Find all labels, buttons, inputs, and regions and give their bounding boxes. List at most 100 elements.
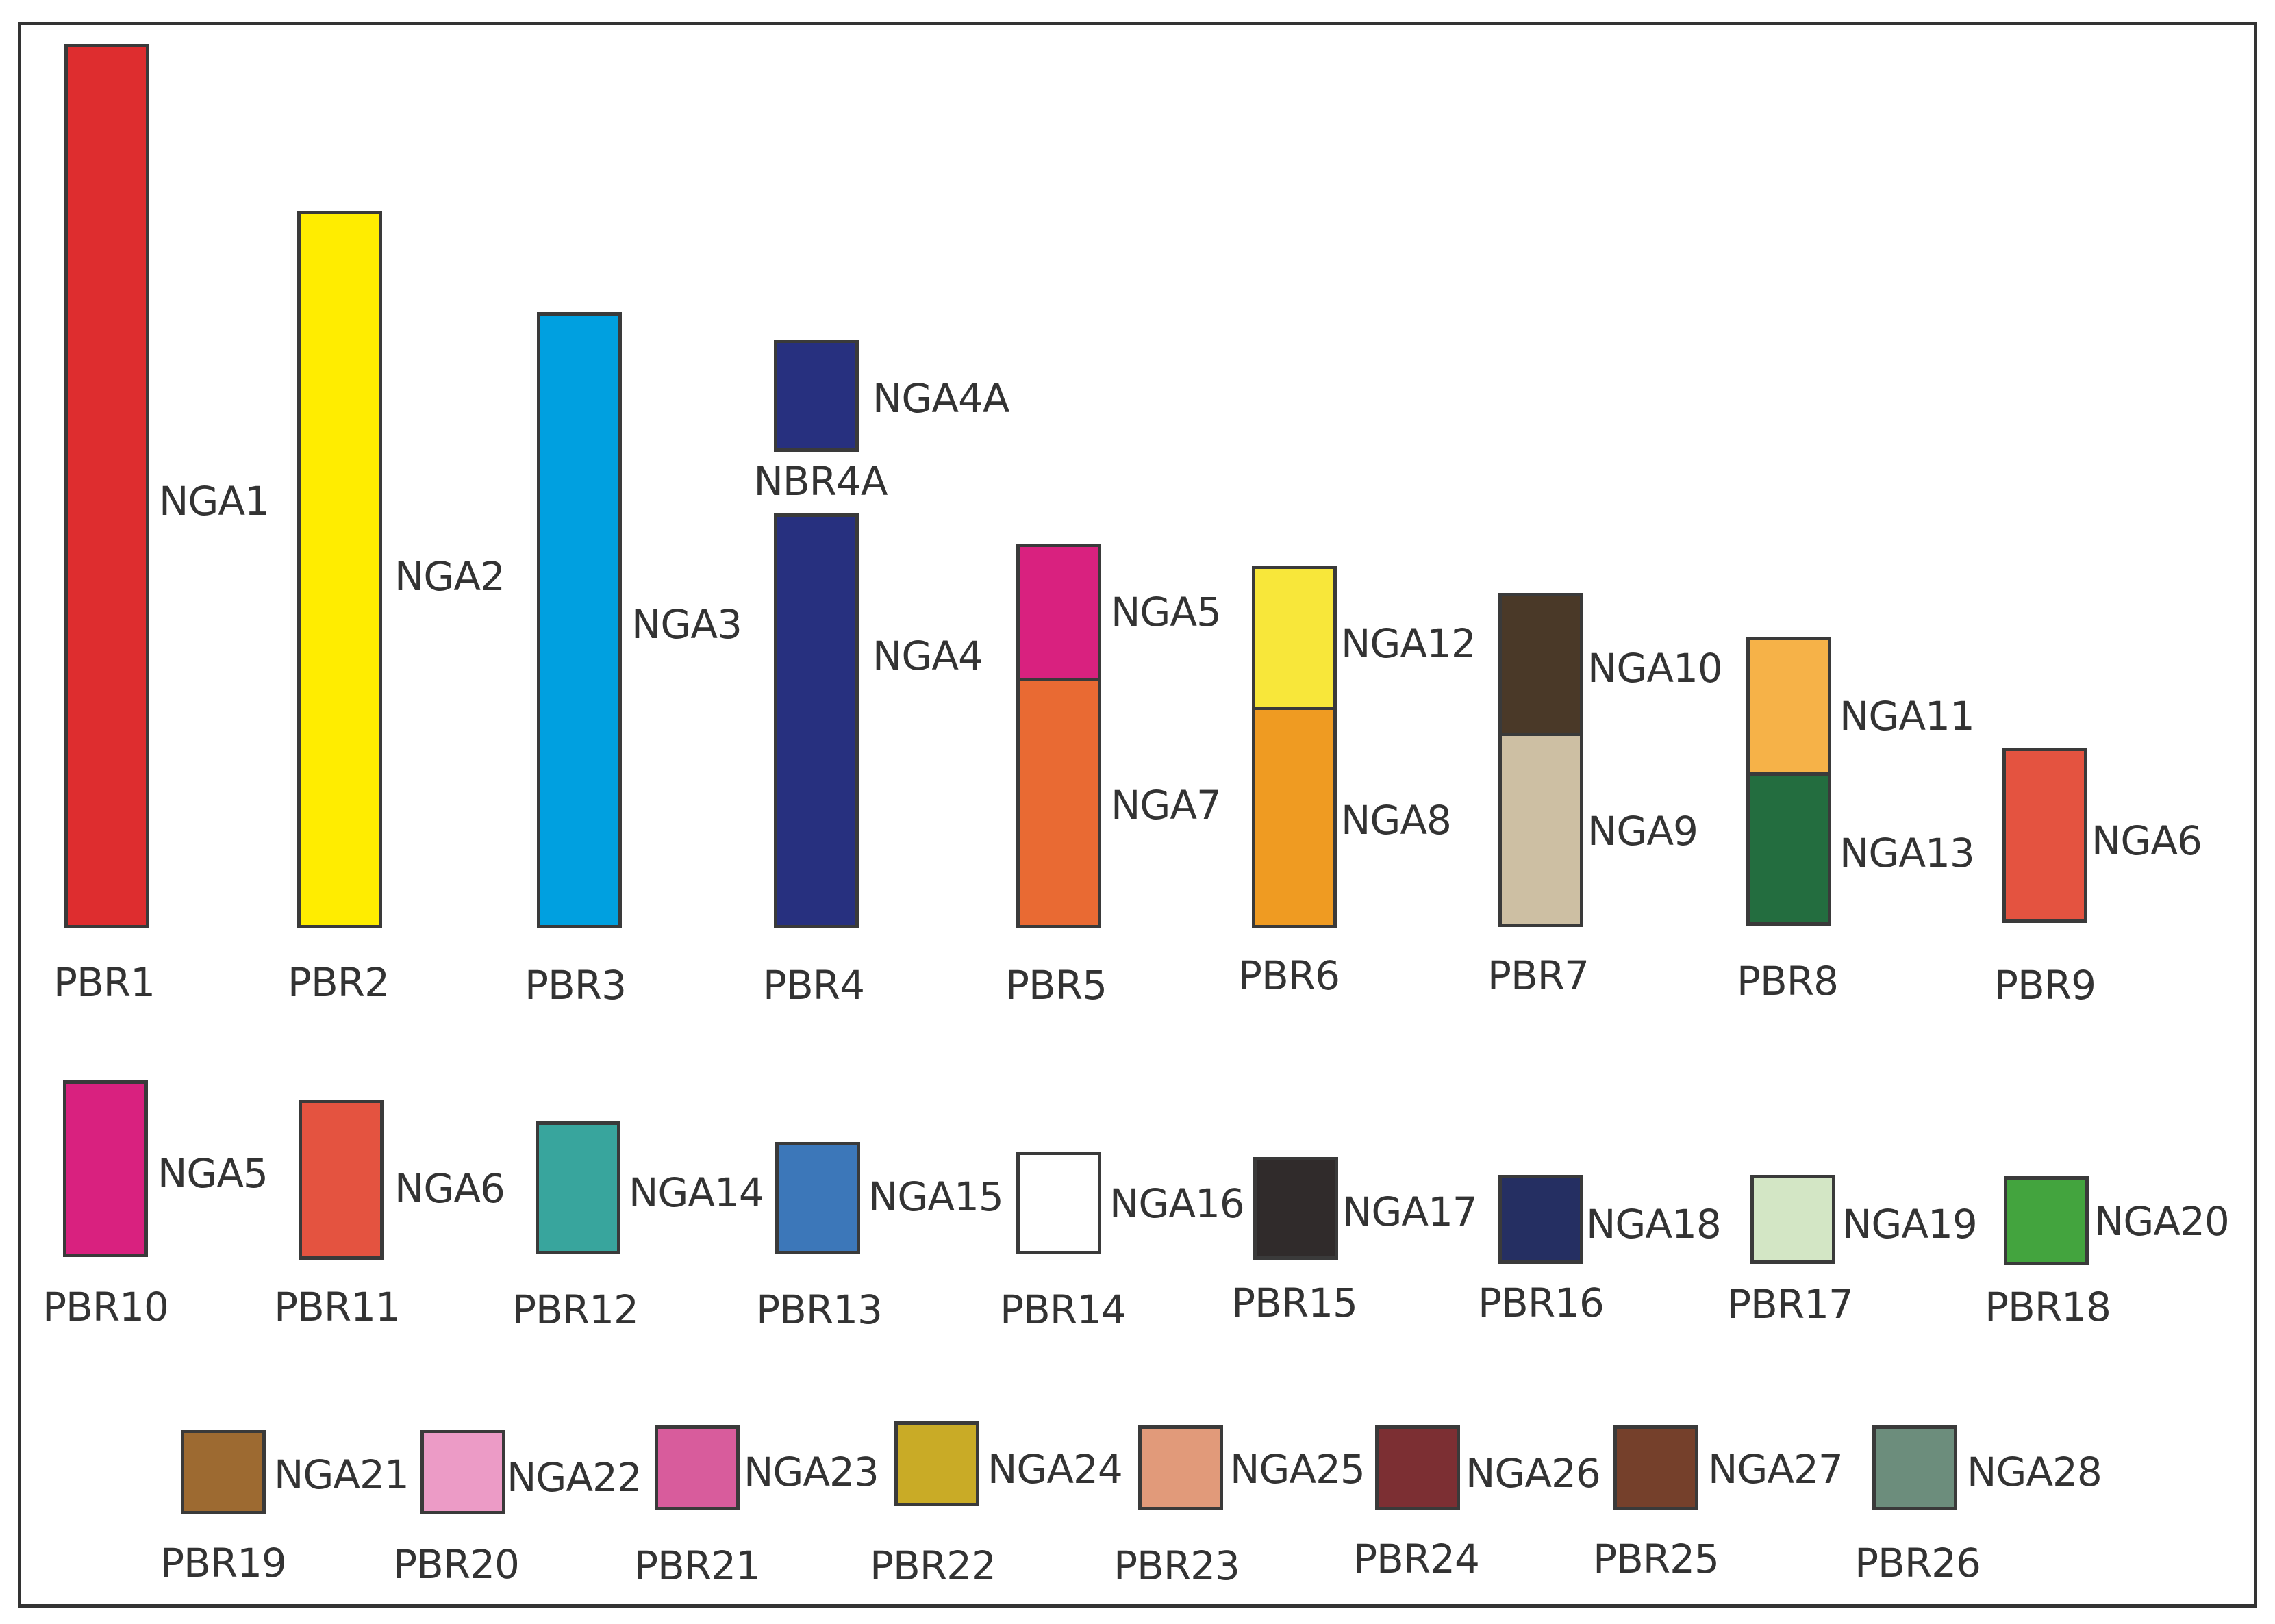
nga-label-nga16-row2: NGA16 xyxy=(1109,1180,1245,1227)
chromosome-segment-nga4 xyxy=(777,517,855,925)
chromosome-block-pbr4 xyxy=(774,513,859,928)
pbr-label-pbr21: PBR21 xyxy=(634,1543,761,1589)
nga-label-nga22: NGA22 xyxy=(507,1454,642,1501)
nga-label-nga6: NGA6 xyxy=(2091,817,2202,864)
pbr-label-pbr2: PBR2 xyxy=(288,959,390,1006)
chromosome-segment-nga13 xyxy=(1750,772,1828,922)
diagram-frame xyxy=(18,22,2257,1608)
nga-label-nga15-row2: NGA15 xyxy=(868,1173,1004,1220)
chromosome-block-pbr6 xyxy=(1252,566,1337,928)
chromosome-block-pbr25 xyxy=(1613,1425,1698,1510)
nga-label-nga5: NGA5 xyxy=(1111,589,1222,635)
nga-label-nga3: NGA3 xyxy=(631,601,742,648)
nga-label-nga24: NGA24 xyxy=(988,1446,1123,1493)
pbr-label-pbr14: PBR14 xyxy=(1000,1286,1127,1333)
chromosome-block-pbr19 xyxy=(181,1430,266,1514)
pbr-label-pbr24: PBR24 xyxy=(1353,1536,1480,1582)
pbr-label-pbr10: PBR10 xyxy=(42,1284,169,1330)
chromosome-block-pbr18 xyxy=(2004,1176,2089,1265)
nga-label-nga21: NGA21 xyxy=(274,1451,410,1498)
chromosome-block-pbr15 xyxy=(1253,1157,1338,1260)
nga-label-nga28: NGA28 xyxy=(1967,1449,2102,1495)
nga-label-nga18-row2: NGA18 xyxy=(1586,1201,1722,1247)
pbr-label-pbr20: PBR20 xyxy=(393,1541,520,1588)
pbr-label-pbr19: PBR19 xyxy=(160,1540,287,1586)
nga-label-nga5-row2: NGA5 xyxy=(158,1150,268,1197)
pbr-label-pbr15: PBR15 xyxy=(1231,1280,1358,1326)
pbr-label-pbr6: PBR6 xyxy=(1238,952,1340,999)
chromosome-block-pbr9 xyxy=(2002,748,2087,923)
chromosome-block-pbr10 xyxy=(63,1080,148,1257)
chromosome-block-pbr20 xyxy=(420,1430,505,1514)
chromosome-segment-nga2 xyxy=(301,214,379,925)
chromosome-block-pbr1 xyxy=(64,44,149,928)
nga-label-nga9: NGA9 xyxy=(1587,808,1698,854)
nga-label-nga13: NGA13 xyxy=(1839,830,1975,876)
chromosome-block-pbr11 xyxy=(299,1100,384,1260)
nga-label-nga7: NGA7 xyxy=(1111,782,1222,828)
pbr-label-pbr23: PBR23 xyxy=(1114,1543,1240,1589)
chromosome-block-pbr23 xyxy=(1138,1425,1223,1510)
chromosome-block-pbr26 xyxy=(1872,1425,1957,1510)
nga-label-nga19-row2: NGA19 xyxy=(1842,1201,1978,1247)
pbr-label-pbr22: PBR22 xyxy=(870,1543,996,1589)
nga-label-nga26: NGA26 xyxy=(1466,1450,1601,1497)
nga-label-nga27: NGA27 xyxy=(1708,1446,1844,1493)
pbr-label-pbr7: PBR7 xyxy=(1487,952,1589,999)
chromosome-block-nbr4a xyxy=(774,340,859,452)
pbr-label-pbr9: PBR9 xyxy=(1994,962,2096,1008)
chromosome-block-pbr8 xyxy=(1746,637,1831,926)
chromosome-segment-nga1 xyxy=(68,47,146,925)
chromosome-segment-nga10 xyxy=(1502,596,1580,733)
nga-label-nga4a: NGA4A xyxy=(872,375,1010,422)
chromosome-block-pbr16 xyxy=(1498,1175,1583,1264)
chromosome-segment-nga8 xyxy=(1255,707,1333,925)
pbr-label-pbr11: PBR11 xyxy=(274,1284,401,1330)
nga-label-nga1: NGA1 xyxy=(159,478,270,524)
nga-label-nga11: NGA11 xyxy=(1839,693,1975,739)
chromosome-block-pbr5 xyxy=(1016,544,1101,928)
pbr-label-pbr3: PBR3 xyxy=(525,962,627,1008)
nga-label-nga2: NGA2 xyxy=(394,553,505,600)
chromosome-block-pbr24 xyxy=(1375,1425,1460,1510)
pbr-label-pbr4: PBR4 xyxy=(763,962,865,1008)
chromosome-block-pbr17 xyxy=(1750,1175,1835,1264)
chromosome-block-pbr3 xyxy=(537,312,622,928)
pbr-label-pbr5: PBR5 xyxy=(1005,962,1107,1008)
nga-label-nga23: NGA23 xyxy=(744,1449,879,1495)
chromosome-block-pbr21 xyxy=(655,1425,740,1510)
chromosome-segment-nga7 xyxy=(1020,678,1098,925)
chromosome-segment-nga12 xyxy=(1255,569,1333,707)
chromosome-block-pbr7 xyxy=(1498,593,1583,927)
pbr-label-pbr17: PBR17 xyxy=(1727,1281,1854,1328)
nga-label-nga6-row2: NGA6 xyxy=(394,1165,505,1212)
nga-label-nga12: NGA12 xyxy=(1341,620,1476,667)
chromosome-block-pbr14 xyxy=(1016,1152,1101,1254)
chromosome-segment-nga9 xyxy=(1502,733,1580,924)
pbr-label-pbr25: PBR25 xyxy=(1593,1536,1720,1582)
chromosome-block-pbr2 xyxy=(297,211,382,928)
chromosome-segment-nga3 xyxy=(540,316,618,925)
pbr-label-nbr4a: NBR4A xyxy=(753,458,888,505)
chromosome-block-pbr13 xyxy=(775,1142,860,1254)
chromosome-block-pbr12 xyxy=(536,1121,620,1254)
pbr-label-pbr18: PBR18 xyxy=(1985,1284,2111,1330)
nga-label-nga17-row2: NGA17 xyxy=(1342,1189,1478,1235)
pbr-label-pbr8: PBR8 xyxy=(1737,958,1839,1004)
nga-label-nga10: NGA10 xyxy=(1587,645,1723,692)
chromosome-segment-nga11 xyxy=(1750,640,1828,772)
pbr-label-pbr1: PBR1 xyxy=(53,959,155,1006)
nga-label-nga14-row2: NGA14 xyxy=(629,1169,764,1216)
chromosome-segment-nga6 xyxy=(2006,751,2084,919)
pbr-label-pbr26: PBR26 xyxy=(1855,1540,1981,1586)
nga-label-nga25: NGA25 xyxy=(1230,1446,1366,1493)
pbr-label-pbr13: PBR13 xyxy=(756,1286,883,1333)
nga-label-nga4: NGA4 xyxy=(872,633,983,679)
nga-label-nga8: NGA8 xyxy=(1341,797,1452,843)
nga-label-nga20-row2: NGA20 xyxy=(2094,1198,2230,1245)
chromosome-block-pbr22 xyxy=(894,1421,979,1506)
pbr-label-pbr16: PBR16 xyxy=(1478,1280,1605,1326)
chromosome-segment-nga5 xyxy=(1020,547,1098,678)
pbr-label-pbr12: PBR12 xyxy=(512,1286,639,1333)
